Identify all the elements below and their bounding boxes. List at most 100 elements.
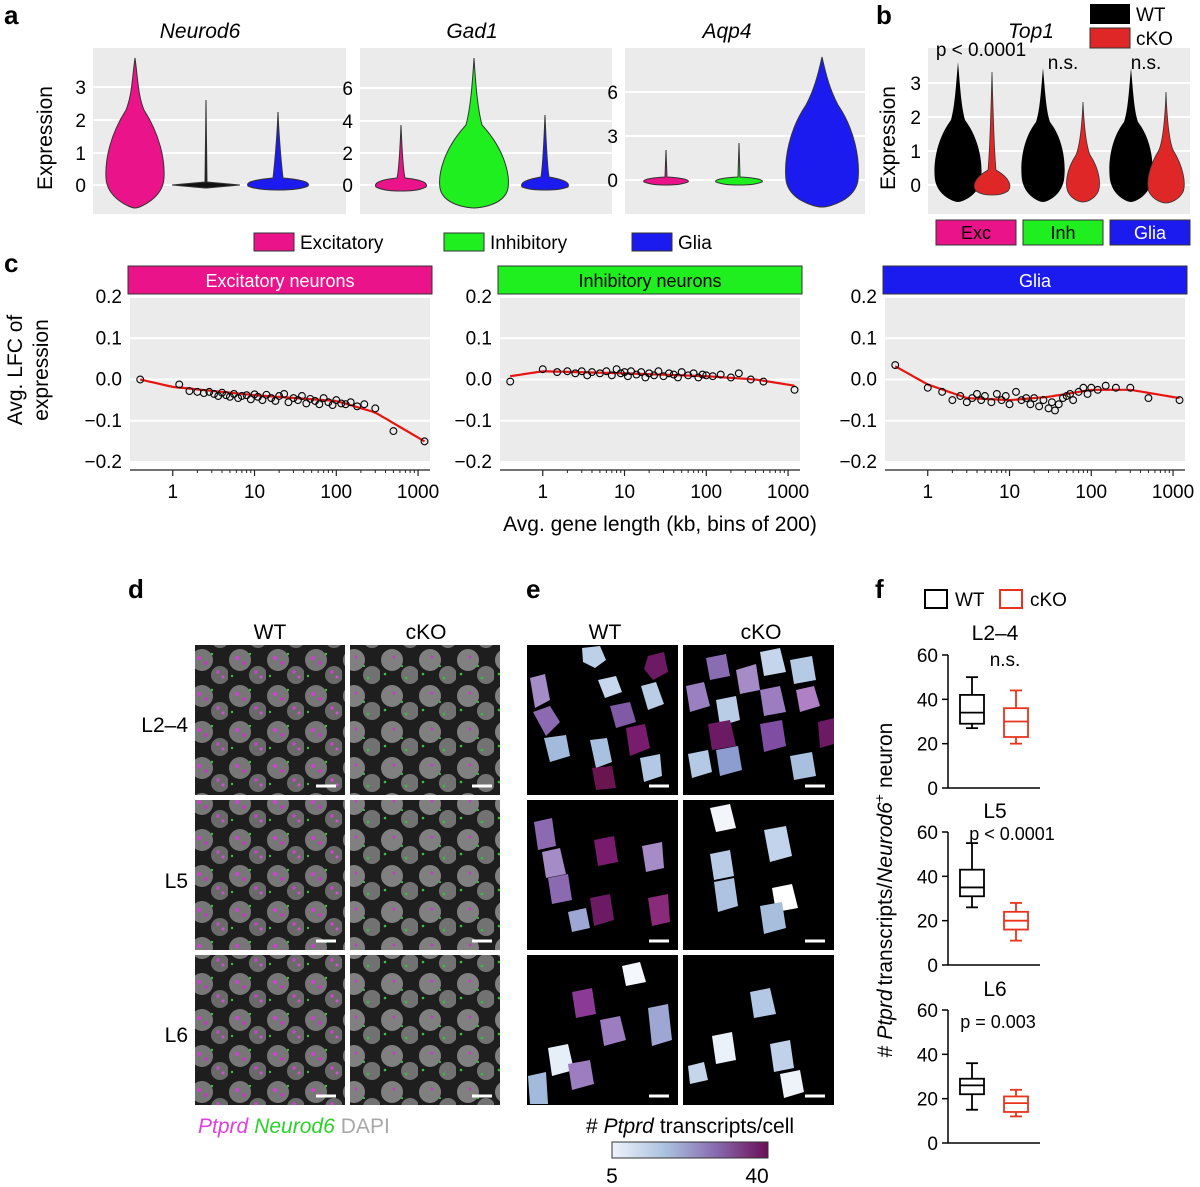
y-tick-label: 0.1 xyxy=(466,328,492,349)
data-point xyxy=(371,404,380,413)
data-point xyxy=(612,365,621,374)
data-point xyxy=(360,400,369,409)
y-tick-label: 0 xyxy=(927,1134,938,1155)
data-point xyxy=(337,399,346,408)
violin-top1-glia-cko xyxy=(1147,91,1185,204)
lfc-plot-excitatory: Excitatory neurons 0.2 0.1 0.0 −0.1 −0.2 1 10 10… xyxy=(84,265,439,503)
data-point xyxy=(199,389,208,398)
ylabel-sup: + xyxy=(871,794,887,802)
legend-swatch-wt xyxy=(1090,4,1130,24)
data-point xyxy=(246,395,255,404)
y-tick-label: 60 xyxy=(917,1001,938,1022)
data-point xyxy=(210,389,219,398)
cells-cko-l2-4 xyxy=(686,648,834,780)
micro-row-label-l5: L5 xyxy=(165,870,188,893)
data-point xyxy=(759,377,768,386)
data-point xyxy=(205,387,214,396)
data-point xyxy=(306,394,315,403)
panel-label-a: a xyxy=(4,0,19,30)
data-point xyxy=(341,400,350,409)
boxplot-title: L2–4 xyxy=(972,622,1019,645)
tick: 6 xyxy=(342,79,353,100)
data-point xyxy=(1012,387,1020,396)
segmentation-col-label-cko: cKO xyxy=(741,621,782,644)
colorbar-min: 5 xyxy=(606,1165,618,1187)
ylabel-mid: transcripts/ xyxy=(874,883,897,986)
data-point xyxy=(1058,394,1067,403)
data-point xyxy=(284,398,293,407)
tick: 2 xyxy=(910,108,921,129)
micro-col-label-wt: WT xyxy=(254,621,287,644)
data-point xyxy=(980,392,989,400)
y-tick-label: 60 xyxy=(917,823,938,844)
data-point xyxy=(588,368,596,377)
legend-label-glia: Glia xyxy=(678,233,712,254)
data-point xyxy=(218,388,226,397)
y-tick-label: −0.2 xyxy=(839,452,877,473)
panel-label-d: d xyxy=(128,574,144,604)
violin-top1-inh-cko xyxy=(1066,101,1100,203)
boxplot-stat: p < 0.0001 xyxy=(969,824,1055,844)
data-point xyxy=(673,373,682,382)
tick: 1 xyxy=(75,144,86,165)
y-tick-label: 0.0 xyxy=(96,370,122,391)
violin-top1-inh-wt xyxy=(1021,68,1065,202)
tick: 2 xyxy=(342,144,353,165)
panel-b-ylabel: Expression xyxy=(877,86,900,190)
data-point xyxy=(1005,400,1014,409)
tick: 0 xyxy=(910,176,921,197)
data-point xyxy=(577,367,586,376)
panel-b: Expression Top1 0 1 2 3 p < 0.0001 n.s. … xyxy=(877,4,1191,246)
tick: 4 xyxy=(342,112,353,133)
x-tick-label: 100 xyxy=(1075,482,1107,503)
x-tick-label: 10 xyxy=(244,482,265,503)
legend-swatch-inhibitory xyxy=(443,232,485,252)
cells-cko-l6 xyxy=(688,988,804,1098)
data-point xyxy=(1026,400,1035,409)
ylabel-suffix: neuron xyxy=(874,723,897,788)
data-point xyxy=(229,389,238,398)
data-point xyxy=(790,385,799,394)
violin-gad1-glia xyxy=(521,114,569,191)
colorbar-label-suffix: transcripts/cell xyxy=(660,1115,794,1138)
scale-bars-d xyxy=(316,784,492,1098)
legend-swatch-cko xyxy=(1089,27,1131,49)
x-tick-label: 10 xyxy=(999,482,1020,503)
data-point xyxy=(1069,396,1078,405)
segmentation-col-label-wt: WT xyxy=(589,621,622,644)
x-tick-label: 1 xyxy=(922,482,933,503)
data-point xyxy=(987,398,996,407)
strip-header xyxy=(127,265,433,295)
x-tick-label: 100 xyxy=(320,482,352,503)
violin-top1-exc-wt xyxy=(934,62,982,202)
legend-label-f-wt: WT xyxy=(955,590,985,611)
ylabel-gene1: Ptprd xyxy=(874,988,897,1040)
violin-neurod6-inhibitory xyxy=(171,99,241,189)
data-point xyxy=(389,427,398,436)
data-point xyxy=(708,372,717,381)
data-point xyxy=(973,389,981,398)
micro-row-label-l6: L6 xyxy=(165,1024,188,1047)
data-point xyxy=(1039,396,1048,405)
y-tick-label: 40 xyxy=(917,1045,938,1066)
gene-title-gad1: Gad1 xyxy=(446,20,497,43)
panel-label-e: e xyxy=(526,574,540,604)
panel-d: WT cKO L2–4 L5 L6 Ptprd Neurod6 DAPI xyxy=(141,621,500,1138)
y-tick-label: 20 xyxy=(917,735,938,756)
data-point xyxy=(938,387,947,396)
data-point xyxy=(175,380,184,389)
data-point xyxy=(1047,398,1056,407)
segmentation-cko-l6 xyxy=(683,955,834,1105)
y-tick-label: −0.1 xyxy=(84,411,122,432)
tick: 2 xyxy=(75,111,86,132)
data-point xyxy=(237,392,246,400)
micrograph-cko-l6 xyxy=(350,955,500,1105)
panel-label-f: f xyxy=(875,574,884,604)
data-point xyxy=(242,391,251,400)
violin-neurod6-glia xyxy=(247,111,309,191)
data-point xyxy=(302,399,311,408)
data-point xyxy=(997,396,1006,405)
violin-aqp4-glia xyxy=(785,56,859,208)
gene-title-neurod6: Neurod6 xyxy=(160,20,241,43)
boxplot-l6: L6 p = 0.003 0 20 40 60 xyxy=(917,978,1040,1155)
